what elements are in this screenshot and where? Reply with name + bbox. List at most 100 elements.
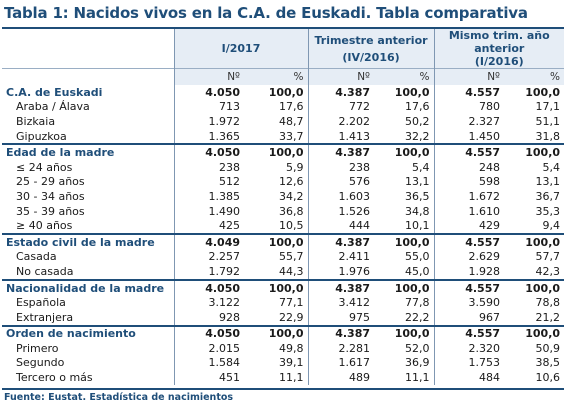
cell-percent: 36,7 bbox=[535, 189, 561, 203]
cell-percent: 57,7 bbox=[535, 250, 561, 264]
table-row: 30 - 34 años 1.385 34,2 1.603 36,5 1.672 36,7 bbox=[2, 189, 564, 204]
row-label: Araba / Álava bbox=[16, 100, 90, 114]
cell-percent: 32,2 bbox=[405, 129, 430, 143]
cell-percent: 48,7 bbox=[279, 114, 304, 128]
cell-count: 1.976 bbox=[307, 264, 375, 280]
cell-percent: 42,3 bbox=[535, 264, 561, 278]
row-label: Tercero o más bbox=[16, 371, 93, 385]
cell-percent: 21,2 bbox=[535, 310, 561, 324]
header-row-units: Nº % Nº % Nº % bbox=[2, 68, 565, 85]
cell-count: 967 bbox=[433, 309, 505, 326]
cell-count: 248 bbox=[433, 159, 505, 175]
row-label: Segundo bbox=[16, 356, 65, 370]
cell-count: 1.413 bbox=[307, 128, 375, 145]
cell-percent: 39,1 bbox=[279, 356, 304, 370]
table-row: No casada 1.792 44,3 1.976 45,0 1.928 42,3 bbox=[2, 264, 564, 280]
cell-percent: 100,0 bbox=[374, 324, 435, 342]
cell-percent: 100,0 bbox=[244, 232, 309, 250]
cell-percent: 77,8 bbox=[405, 296, 430, 310]
cell-percent: 11,1 bbox=[405, 371, 430, 385]
cell-count: 2.411 bbox=[307, 249, 375, 265]
cell-count: 2.202 bbox=[307, 114, 375, 129]
cell-count: 238 bbox=[173, 159, 244, 175]
header-pct: % bbox=[244, 68, 309, 85]
cell-count: 4.050 bbox=[173, 85, 244, 100]
header-same-quarter-label-1: Mismo trim. año bbox=[448, 29, 550, 42]
row-label: ≥ 40 años bbox=[16, 219, 73, 233]
row-label: Extranjera bbox=[16, 310, 74, 324]
table-row: Segundo 1.584 39,1 1.617 36,9 1.753 38,5 bbox=[2, 355, 564, 371]
cell-count: 975 bbox=[307, 309, 375, 326]
cell-percent: 34,8 bbox=[405, 204, 430, 218]
header-same-quarter-last-year: Mismo trim. año anterior (I/2016) bbox=[433, 27, 565, 69]
header-corner bbox=[2, 27, 174, 69]
cell-count: 4.050 bbox=[173, 278, 244, 296]
cell-percent: 100,0 bbox=[504, 278, 565, 296]
header-same-quarter-period: (I/2016) bbox=[474, 55, 524, 68]
cell-percent: 12,6 bbox=[279, 175, 304, 189]
cell-count: 4.557 bbox=[433, 143, 505, 160]
header-row-periods: I/2017 Trimestre anterior (IV/2016) Mism… bbox=[2, 27, 565, 69]
cell-percent: 35,3 bbox=[535, 204, 561, 218]
cell-count: 238 bbox=[307, 159, 375, 175]
cell-percent: 51,1 bbox=[535, 114, 561, 128]
row-label: No casada bbox=[16, 264, 74, 278]
cell-percent: 38,5 bbox=[535, 356, 561, 370]
cell-percent: 10,1 bbox=[405, 219, 430, 233]
row-label: Estado civil de la madre bbox=[2, 232, 174, 250]
cell-count: 1.490 bbox=[173, 203, 244, 219]
cell-percent: 22,9 bbox=[279, 310, 304, 324]
header-num: Nº bbox=[307, 68, 375, 85]
cell-count: 1.365 bbox=[173, 128, 244, 145]
row-label: Nacionalidad de la madre bbox=[2, 278, 174, 296]
cell-count: 2.327 bbox=[433, 114, 505, 129]
cell-percent: 13,1 bbox=[535, 175, 561, 189]
row-label: C.A. de Euskadi bbox=[6, 85, 103, 99]
cell-count: 4.387 bbox=[307, 143, 375, 160]
cell-percent: 100,0 bbox=[374, 232, 435, 250]
cell-percent: 52,0 bbox=[405, 341, 430, 355]
row-label: Orden de nacimiento bbox=[2, 324, 174, 342]
row-label: Gipuzkoa bbox=[16, 129, 67, 143]
cell-count: 429 bbox=[433, 218, 505, 234]
header-previous-quarter-period: (IV/2016) bbox=[342, 50, 400, 64]
cell-count: 713 bbox=[173, 99, 244, 115]
cell-percent: 50,2 bbox=[405, 114, 430, 128]
cell-percent: 34,2 bbox=[279, 189, 304, 203]
cell-count: 2.320 bbox=[433, 341, 505, 356]
cell-count: 1.928 bbox=[433, 264, 505, 280]
cell-percent: 9,4 bbox=[542, 219, 561, 233]
cell-percent: 5,4 bbox=[542, 160, 561, 174]
cell-count: 2.015 bbox=[173, 341, 244, 356]
cell-percent: 36,9 bbox=[405, 356, 430, 370]
cell-percent: 100,0 bbox=[244, 324, 309, 342]
header-same-quarter-label-2: anterior bbox=[474, 42, 525, 55]
cell-percent: 100,0 bbox=[504, 143, 565, 160]
cell-percent: 45,0 bbox=[405, 264, 430, 278]
table-row: Tercero o más 451 11,1 489 11,1 484 10,6 bbox=[2, 370, 564, 385]
cell-percent: 22,2 bbox=[405, 310, 430, 324]
cell-count: 484 bbox=[433, 370, 505, 385]
header-pct: % bbox=[504, 68, 565, 85]
row-label: Española bbox=[16, 296, 66, 310]
cell-percent: 10,6 bbox=[535, 371, 561, 385]
cell-count: 4.557 bbox=[433, 232, 505, 250]
cell-percent: 100,0 bbox=[268, 85, 304, 99]
table-row: Española 3.122 77,1 3.412 77,8 3.590 78,8 bbox=[2, 295, 564, 310]
row-label: ≤ 24 años bbox=[16, 160, 73, 174]
cell-percent: 100,0 bbox=[244, 278, 309, 296]
table-section-row: Nacionalidad de la madre 4.050 100,0 4.387 1… bbox=[2, 278, 565, 296]
cell-count: 489 bbox=[307, 370, 375, 385]
cell-percent: 49,8 bbox=[279, 341, 304, 355]
cell-percent: 13,1 bbox=[405, 175, 430, 189]
cell-count: 772 bbox=[307, 99, 375, 115]
bottom-rule bbox=[2, 388, 564, 390]
cell-count: 4.049 bbox=[173, 232, 244, 250]
header-units-corner bbox=[2, 68, 174, 85]
cell-count: 4.557 bbox=[433, 278, 505, 296]
cell-count: 4.387 bbox=[307, 324, 375, 342]
cell-count: 425 bbox=[173, 218, 244, 234]
cell-percent: 100,0 bbox=[374, 143, 435, 160]
header-pct: % bbox=[374, 68, 435, 85]
cell-count: 1.603 bbox=[307, 189, 375, 204]
